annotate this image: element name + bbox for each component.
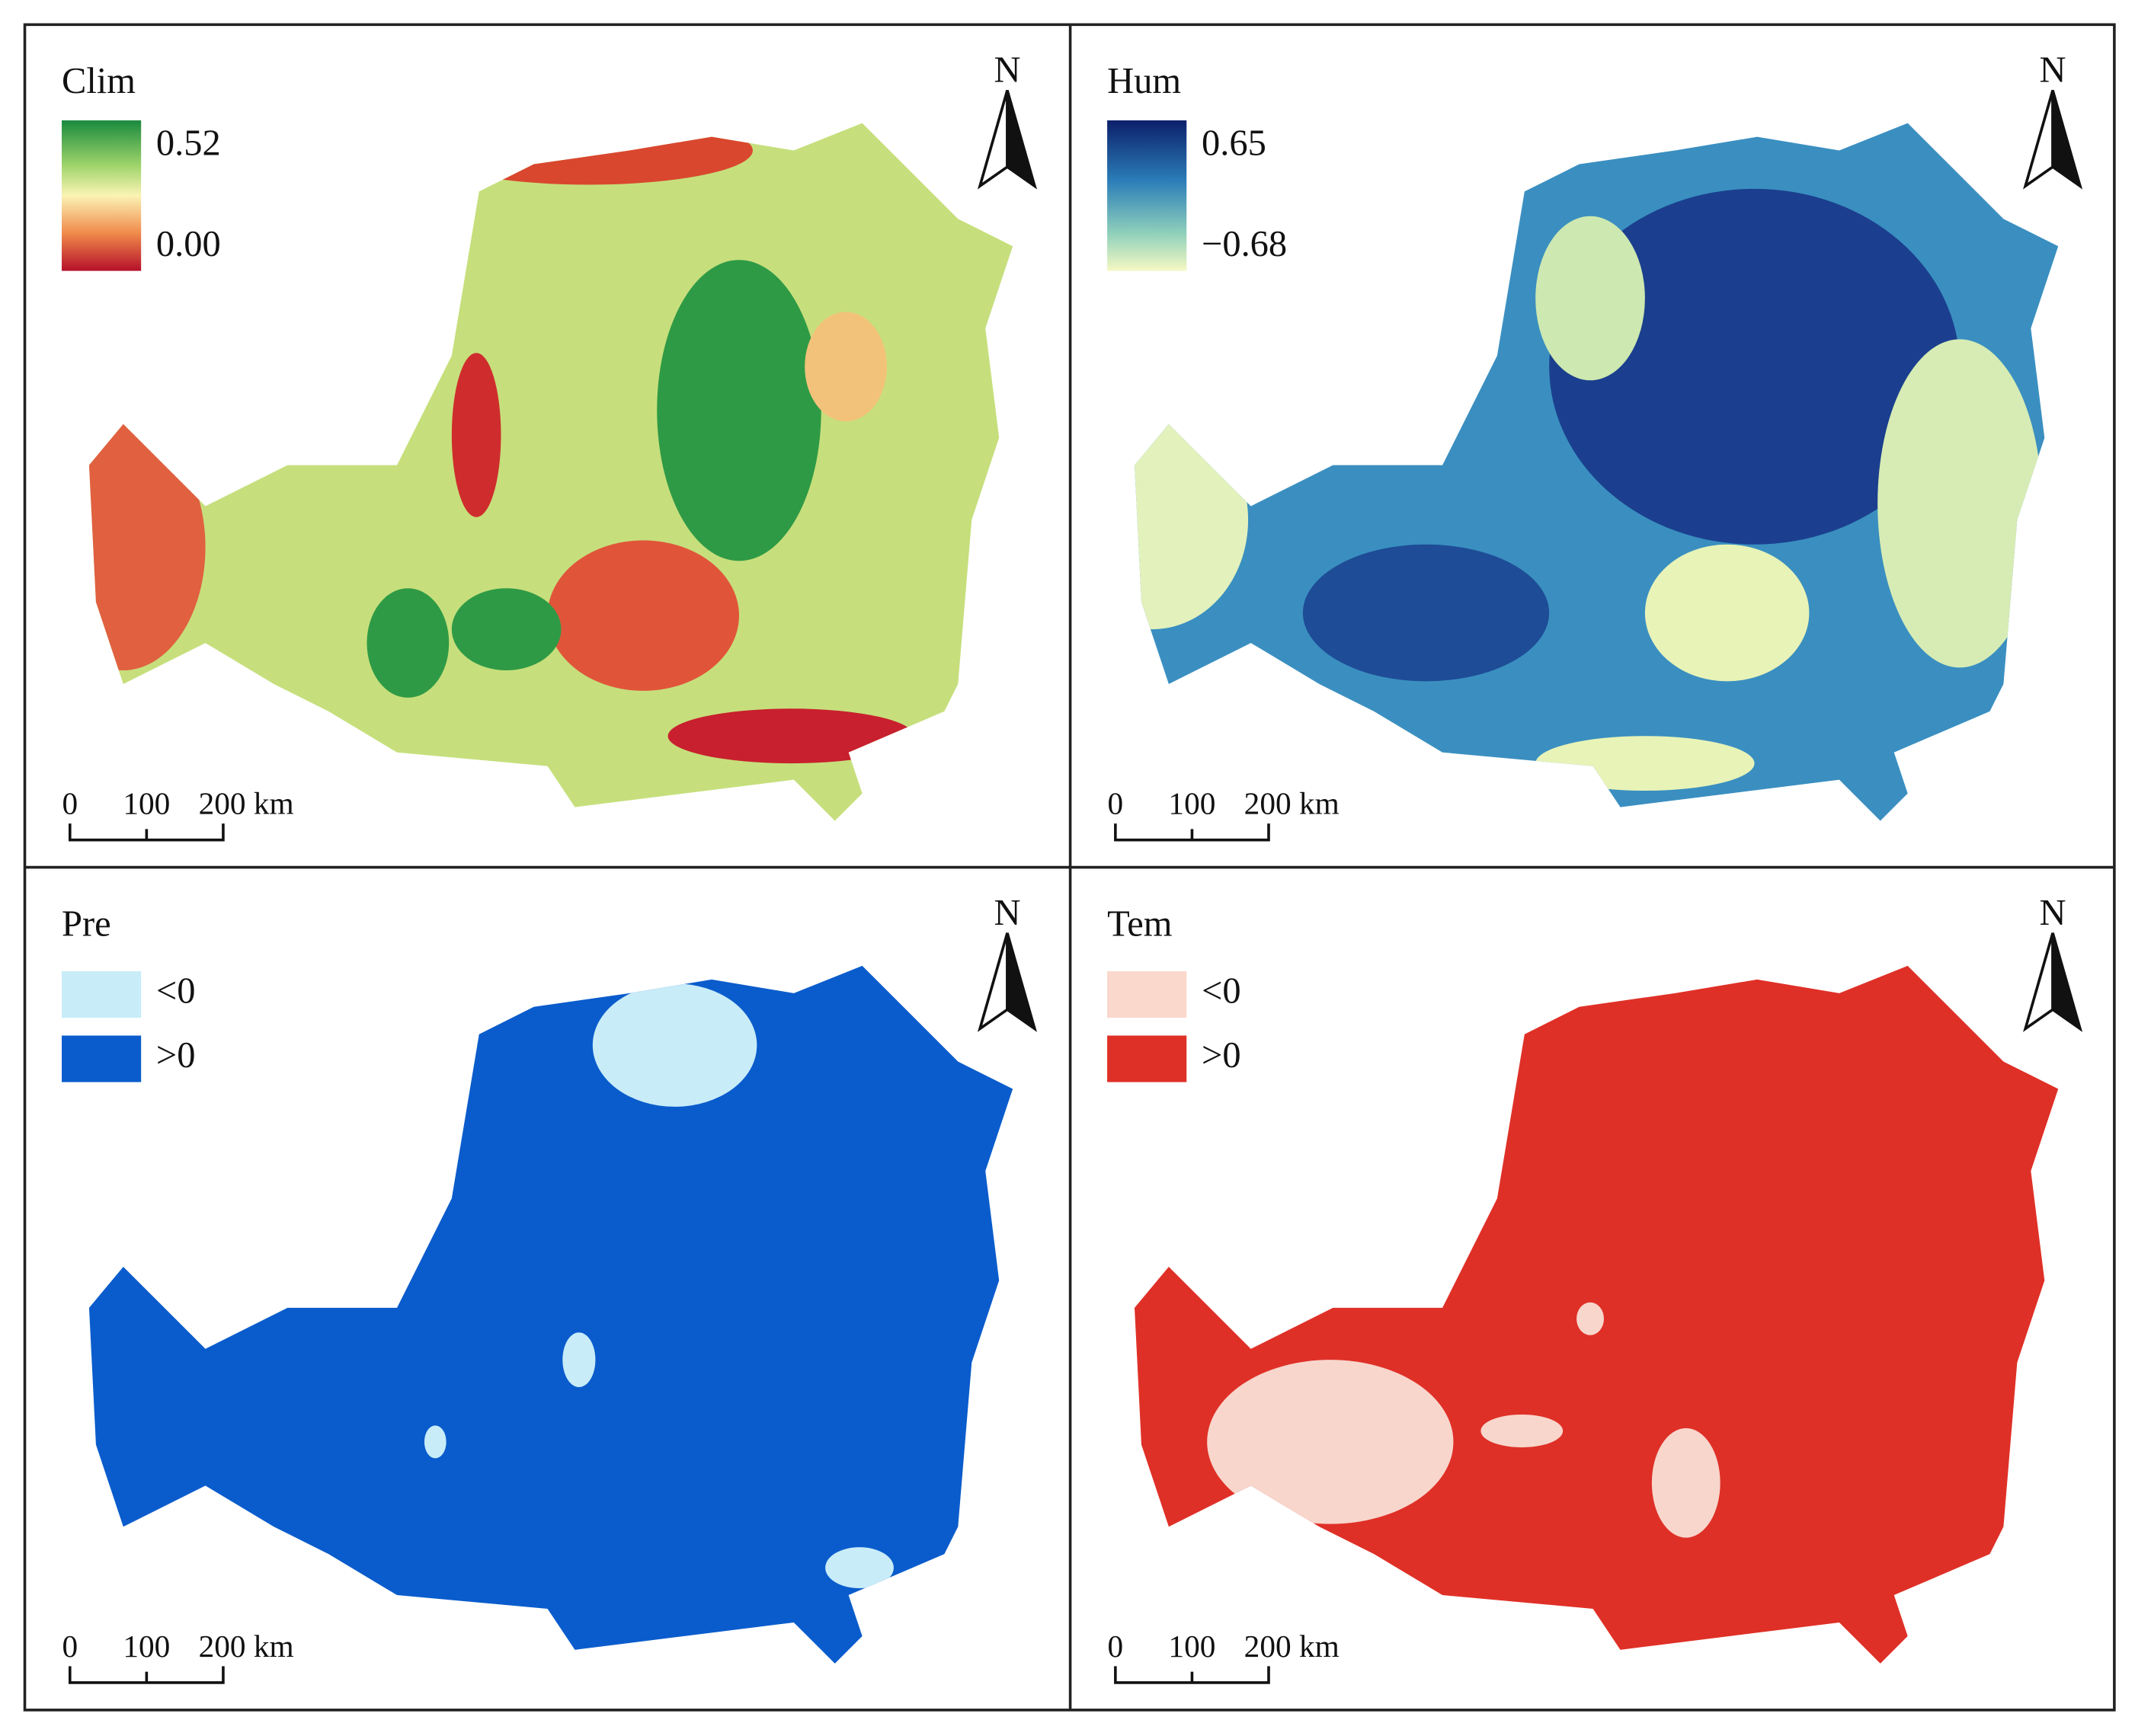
- legend-label: 0.52: [156, 123, 221, 163]
- map-region: [1480, 1414, 1564, 1448]
- panel-title: Pre: [62, 903, 111, 944]
- legend-swatch: [62, 971, 142, 1018]
- map-region: [805, 312, 887, 422]
- scale-bar: [1114, 1666, 1270, 1684]
- panel-title: Tem: [1107, 903, 1172, 944]
- scale-bar: [68, 1666, 225, 1684]
- legend-label: >0: [156, 1035, 196, 1076]
- scale-label: 0: [1108, 786, 1124, 821]
- map-region: [424, 1425, 447, 1459]
- scale-label: 100: [1168, 786, 1215, 821]
- map-region: [367, 588, 450, 698]
- panel: Clim 0.52 0.00 N 0 100 200 km: [62, 50, 1038, 842]
- panel: Hum 0.65 −0.68 N 0 100 200 km: [1107, 50, 2083, 842]
- north-label: N: [2040, 893, 2066, 933]
- colorbar: [62, 120, 142, 271]
- map-region: [1877, 339, 2042, 668]
- scale-label: 100: [123, 786, 170, 821]
- panel: Tem <0 >0 N 0 100 200 km: [1107, 893, 2083, 1684]
- map-region: [547, 540, 739, 691]
- legend-label: 0.00: [156, 224, 221, 264]
- north-arrow: [977, 90, 1009, 190]
- panel: Pre <0 >0 N 0 100 200 km: [62, 893, 1038, 1684]
- map-region: [451, 353, 501, 517]
- map-region: [825, 1547, 894, 1589]
- map-region: [1576, 1302, 1604, 1335]
- scale-label: 0: [1108, 1629, 1124, 1664]
- north-label: N: [2040, 50, 2066, 91]
- legend-label: 0.65: [1202, 123, 1266, 163]
- map-region: [1549, 188, 1960, 545]
- north-arrow: [2051, 90, 2083, 190]
- scale-label: 200 km: [1244, 1629, 1340, 1664]
- map-region: [1644, 544, 1810, 682]
- north-arrow: [1006, 932, 1038, 1032]
- scale-label: 200 km: [1244, 786, 1340, 821]
- scale-bar: [68, 823, 225, 842]
- scale-label: 200 km: [199, 786, 294, 821]
- legend-swatch: [62, 1035, 142, 1082]
- north-arrow: [2051, 932, 2083, 1032]
- map-region: [592, 983, 757, 1107]
- north-arrow: [2023, 90, 2054, 190]
- north-arrow: [1006, 90, 1038, 190]
- legend-label: >0: [1202, 1035, 1241, 1076]
- legend-swatch: [1107, 1035, 1187, 1082]
- map-region: [1302, 544, 1550, 682]
- panel-title: Hum: [1107, 61, 1181, 101]
- north-label: N: [994, 50, 1020, 91]
- map-region: [424, 123, 753, 185]
- map-region: [657, 260, 821, 561]
- map-region: [1535, 216, 1645, 381]
- map-region: [562, 1332, 596, 1388]
- map-region: [667, 708, 914, 764]
- legend-label: <0: [156, 971, 196, 1012]
- scale-label: 100: [123, 1629, 170, 1664]
- legend-label: −0.68: [1202, 224, 1287, 264]
- scale-label: 0: [62, 786, 78, 821]
- north-arrow: [2023, 932, 2054, 1032]
- scale-label: 100: [1168, 1629, 1215, 1664]
- map-region: [451, 588, 562, 670]
- map-region: [1651, 1427, 1720, 1538]
- scale-label: 0: [62, 1629, 78, 1664]
- panel-title: Clim: [62, 61, 136, 101]
- north-label: N: [994, 893, 1020, 933]
- map-region: [1134, 410, 1249, 630]
- legend-label: <0: [1202, 971, 1241, 1012]
- scale-bar: [1114, 823, 1270, 842]
- north-arrow: [977, 932, 1009, 1032]
- colorbar: [1107, 120, 1187, 271]
- map-region: [1535, 736, 1755, 791]
- legend-swatch: [1107, 971, 1187, 1018]
- map-region: [88, 424, 206, 670]
- scale-label: 200 km: [199, 1629, 294, 1664]
- map-region: [1207, 1360, 1454, 1524]
